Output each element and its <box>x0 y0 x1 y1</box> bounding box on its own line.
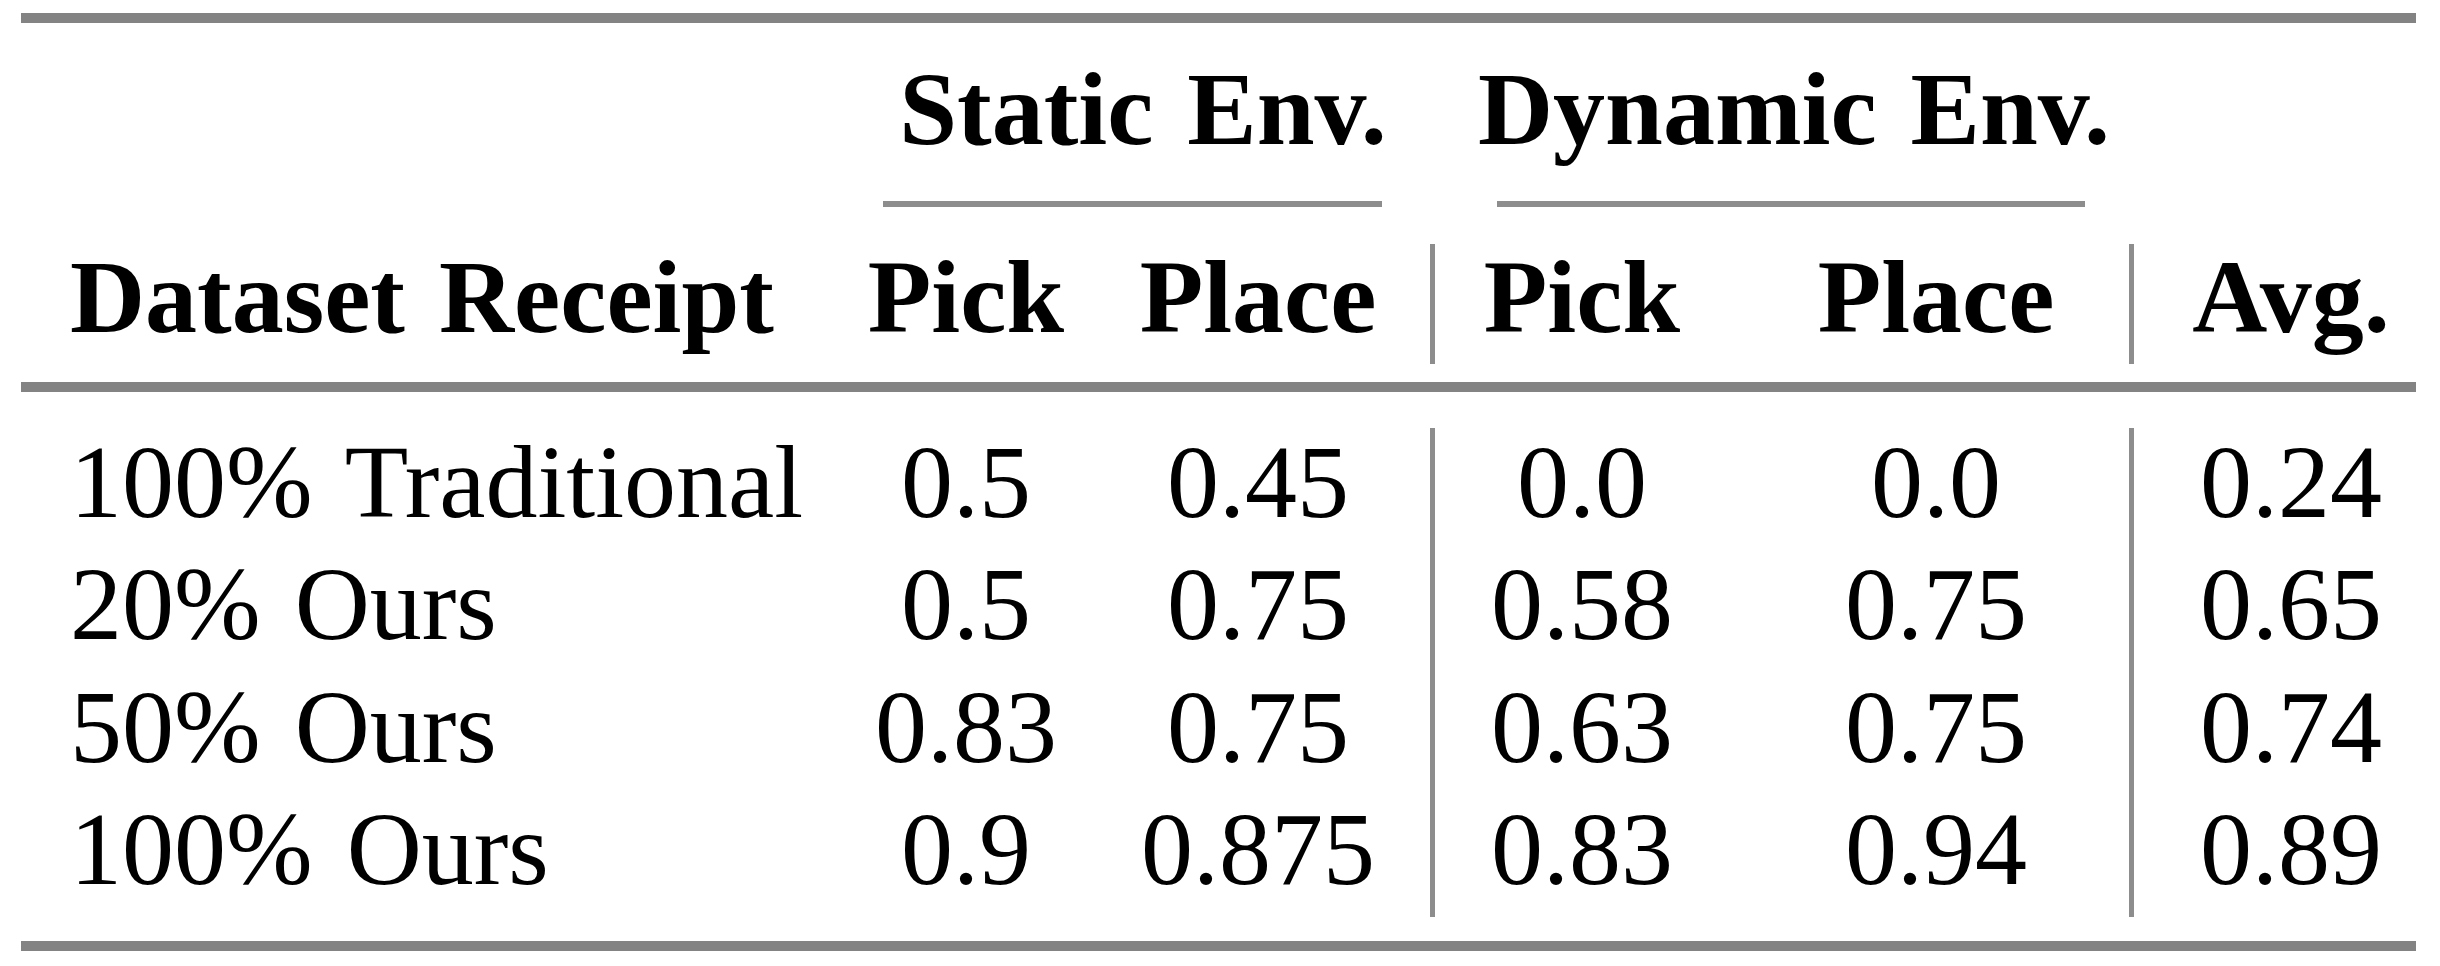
col-header-dataset-receipt: Dataset Receipt <box>70 232 774 362</box>
cell-static-pick: 0.9 <box>901 784 1031 914</box>
col-header-static-pick: Pick <box>868 232 1064 362</box>
static-env-cmidrule <box>883 201 1382 207</box>
cell-dynamic-pick: 0.83 <box>1491 784 1673 914</box>
vertical-rule-dynamic-avg-body <box>2129 428 2134 917</box>
row-label: 20% Ours <box>70 539 497 669</box>
col-header-static-place: Place <box>1140 232 1377 362</box>
cell-dynamic-place: 0.0 <box>1871 417 2001 547</box>
cell-dynamic-place: 0.94 <box>1845 784 2027 914</box>
vertical-rule-static-dynamic-header <box>1430 244 1435 364</box>
row-label: 100% Ours <box>70 784 549 914</box>
cell-static-place: 0.875 <box>1141 784 1375 914</box>
cell-static-pick: 0.5 <box>901 539 1031 669</box>
dynamic-env-cmidrule <box>1497 201 2085 207</box>
cell-avg: 0.89 <box>2200 784 2382 914</box>
cell-static-place: 0.45 <box>1167 417 1349 547</box>
vertical-rule-static-dynamic-body <box>1430 428 1435 917</box>
cell-dynamic-place: 0.75 <box>1845 662 2027 792</box>
bottom-rule <box>21 941 2416 951</box>
cell-avg: 0.74 <box>2200 662 2382 792</box>
cell-dynamic-pick: 0.58 <box>1491 539 1673 669</box>
group-header-static-env: Static Env. <box>899 44 1387 174</box>
cell-avg: 0.65 <box>2200 539 2382 669</box>
row-label: 50% Ours <box>70 662 497 792</box>
header-midrule <box>21 382 2416 392</box>
top-rule <box>21 13 2416 23</box>
cell-static-place: 0.75 <box>1167 662 1349 792</box>
cell-static-pick: 0.83 <box>875 662 1057 792</box>
results-table: Static Env. Dynamic Env. Dataset Receipt… <box>0 0 2440 966</box>
col-header-dynamic-pick: Pick <box>1484 232 1680 362</box>
row-label: 100% Traditional <box>70 417 803 547</box>
cell-dynamic-pick: 0.0 <box>1517 417 1647 547</box>
col-header-avg: Avg. <box>2192 232 2389 362</box>
cell-avg: 0.24 <box>2200 417 2382 547</box>
cell-dynamic-pick: 0.63 <box>1491 662 1673 792</box>
group-header-dynamic-env: Dynamic Env. <box>1478 44 2110 174</box>
cell-static-place: 0.75 <box>1167 539 1349 669</box>
col-header-dynamic-place: Place <box>1818 232 2055 362</box>
vertical-rule-dynamic-avg-header <box>2129 244 2134 364</box>
cell-dynamic-place: 0.75 <box>1845 539 2027 669</box>
cell-static-pick: 0.5 <box>901 417 1031 547</box>
